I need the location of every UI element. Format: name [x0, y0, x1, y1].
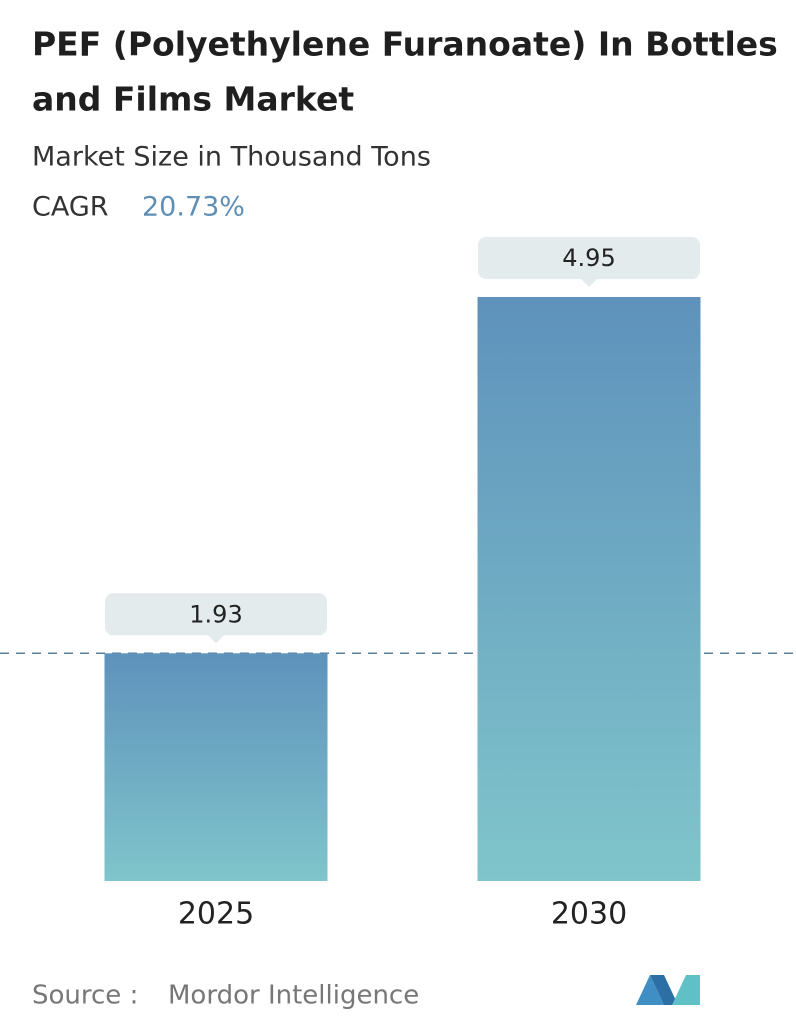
x-tick-label: 2030	[551, 897, 627, 932]
cagr-value: 20.73%	[142, 192, 245, 223]
source: Mordor Intelligence	[168, 981, 419, 1011]
x-tick-label: 2025	[178, 897, 254, 932]
cagr-label: CAGR	[32, 192, 109, 223]
value-label-box	[105, 593, 327, 636]
bar	[477, 297, 701, 881]
chart-title: and Films Market	[32, 80, 354, 119]
chart-subtitle: Market Size in Thousand Tons	[32, 142, 431, 173]
bar	[104, 653, 328, 881]
value-label: 1.93	[189, 600, 242, 628]
chart-title: PEF (Polyethylene Furanoate) In Bottles	[32, 25, 778, 64]
value-label: 4.95	[562, 244, 615, 272]
source-label: Source :	[32, 981, 138, 1011]
value-label-box	[478, 237, 700, 279]
value-label-pointer	[581, 279, 597, 287]
logo	[636, 975, 700, 1005]
value-label-pointer	[208, 635, 224, 644]
